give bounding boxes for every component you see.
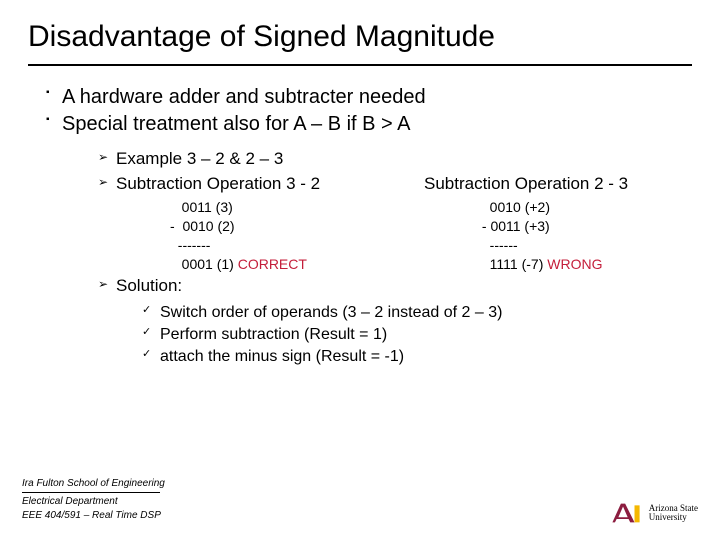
bullet-item: Special treatment also for A – B if B > …	[46, 111, 692, 367]
sub-bullet-solution: Solution: Switch order of operands (3 – …	[98, 275, 692, 367]
calc-result-line: 1111 (-7) WRONG	[478, 255, 692, 274]
bullet-list-level1: A hardware adder and subtracter needed S…	[28, 84, 692, 367]
bullet-text: attach the minus sign (Result = -1)	[160, 348, 404, 365]
bullet-text: Switch order of operands (3 – 2 instead …	[160, 304, 502, 321]
result-tag-wrong: WRONG	[547, 256, 602, 272]
calc-line: ------	[478, 236, 692, 255]
subtraction-row: Subtraction Operation 3 - 2 0011 (3) - 0…	[116, 173, 692, 274]
bullet-text: Special treatment also for A – B if B > …	[62, 113, 411, 135]
calc-line: - 0010 (2)	[170, 217, 384, 236]
calc-line: 0011 (3)	[170, 198, 384, 217]
subtraction-left: Subtraction Operation 3 - 2 0011 (3) - 0…	[116, 173, 384, 274]
check-item: attach the minus sign (Result = -1)	[142, 346, 692, 368]
calc-line: 0010 (+2)	[478, 198, 692, 217]
sub-bullet-subtraction: Subtraction Operation 3 - 2 0011 (3) - 0…	[98, 173, 692, 274]
bullet-item: A hardware adder and subtracter needed	[46, 84, 692, 111]
calc-line-text: 0001 (1)	[170, 256, 238, 272]
calc-block: 0011 (3) - 0010 (2) ------- 0001 (1) COR…	[116, 198, 384, 274]
asu-logo: Arizona State University	[609, 500, 698, 526]
bullet-list-level2: Example 3 – 2 & 2 – 3 Subtraction Operat…	[62, 148, 692, 367]
calc-line: - 0011 (+3)	[478, 217, 692, 236]
calc-block: 0010 (+2) - 0011 (+3) ------ 1111 (-7) W…	[424, 198, 692, 274]
subtraction-right: Subtraction Operation 2 - 3 0010 (+2) - …	[424, 173, 692, 274]
sub-bullet-example: Example 3 – 2 & 2 – 3	[98, 148, 692, 171]
bullet-text: Example 3 – 2 & 2 – 3	[116, 149, 283, 168]
footer-line2: Electrical Department	[22, 495, 165, 509]
check-item: Switch order of operands (3 – 2 instead …	[142, 302, 692, 324]
subtraction-heading: Subtraction Operation 2 - 3	[424, 173, 692, 196]
subtraction-heading: Subtraction Operation 3 - 2	[116, 173, 384, 196]
asu-logo-icon	[609, 500, 643, 526]
asu-logo-text: Arizona State University	[649, 504, 698, 523]
footer-line1: Ira Fulton School of Engineering	[22, 477, 165, 491]
bullet-list-level3: Switch order of operands (3 – 2 instead …	[116, 302, 692, 367]
slide-title: Disadvantage of Signed Magnitude	[28, 20, 692, 54]
check-item: Perform subtraction (Result = 1)	[142, 324, 692, 346]
footer: Ira Fulton School of Engineering Electri…	[22, 477, 165, 523]
slide: Disadvantage of Signed Magnitude A hardw…	[0, 0, 720, 540]
bullet-text: Perform subtraction (Result = 1)	[160, 326, 387, 343]
footer-line3: EEE 404/591 – Real Time DSP	[22, 509, 165, 523]
logo-text-line2: University	[649, 513, 698, 522]
title-rule	[28, 64, 692, 66]
bullet-text: Solution:	[116, 276, 182, 295]
calc-line-text: 1111 (-7)	[478, 256, 547, 272]
footer-underline	[22, 492, 160, 493]
calc-result-line: 0001 (1) CORRECT	[170, 255, 384, 274]
calc-line: -------	[170, 236, 384, 255]
result-tag-correct: CORRECT	[238, 256, 307, 272]
bullet-text: A hardware adder and subtracter needed	[62, 86, 426, 108]
